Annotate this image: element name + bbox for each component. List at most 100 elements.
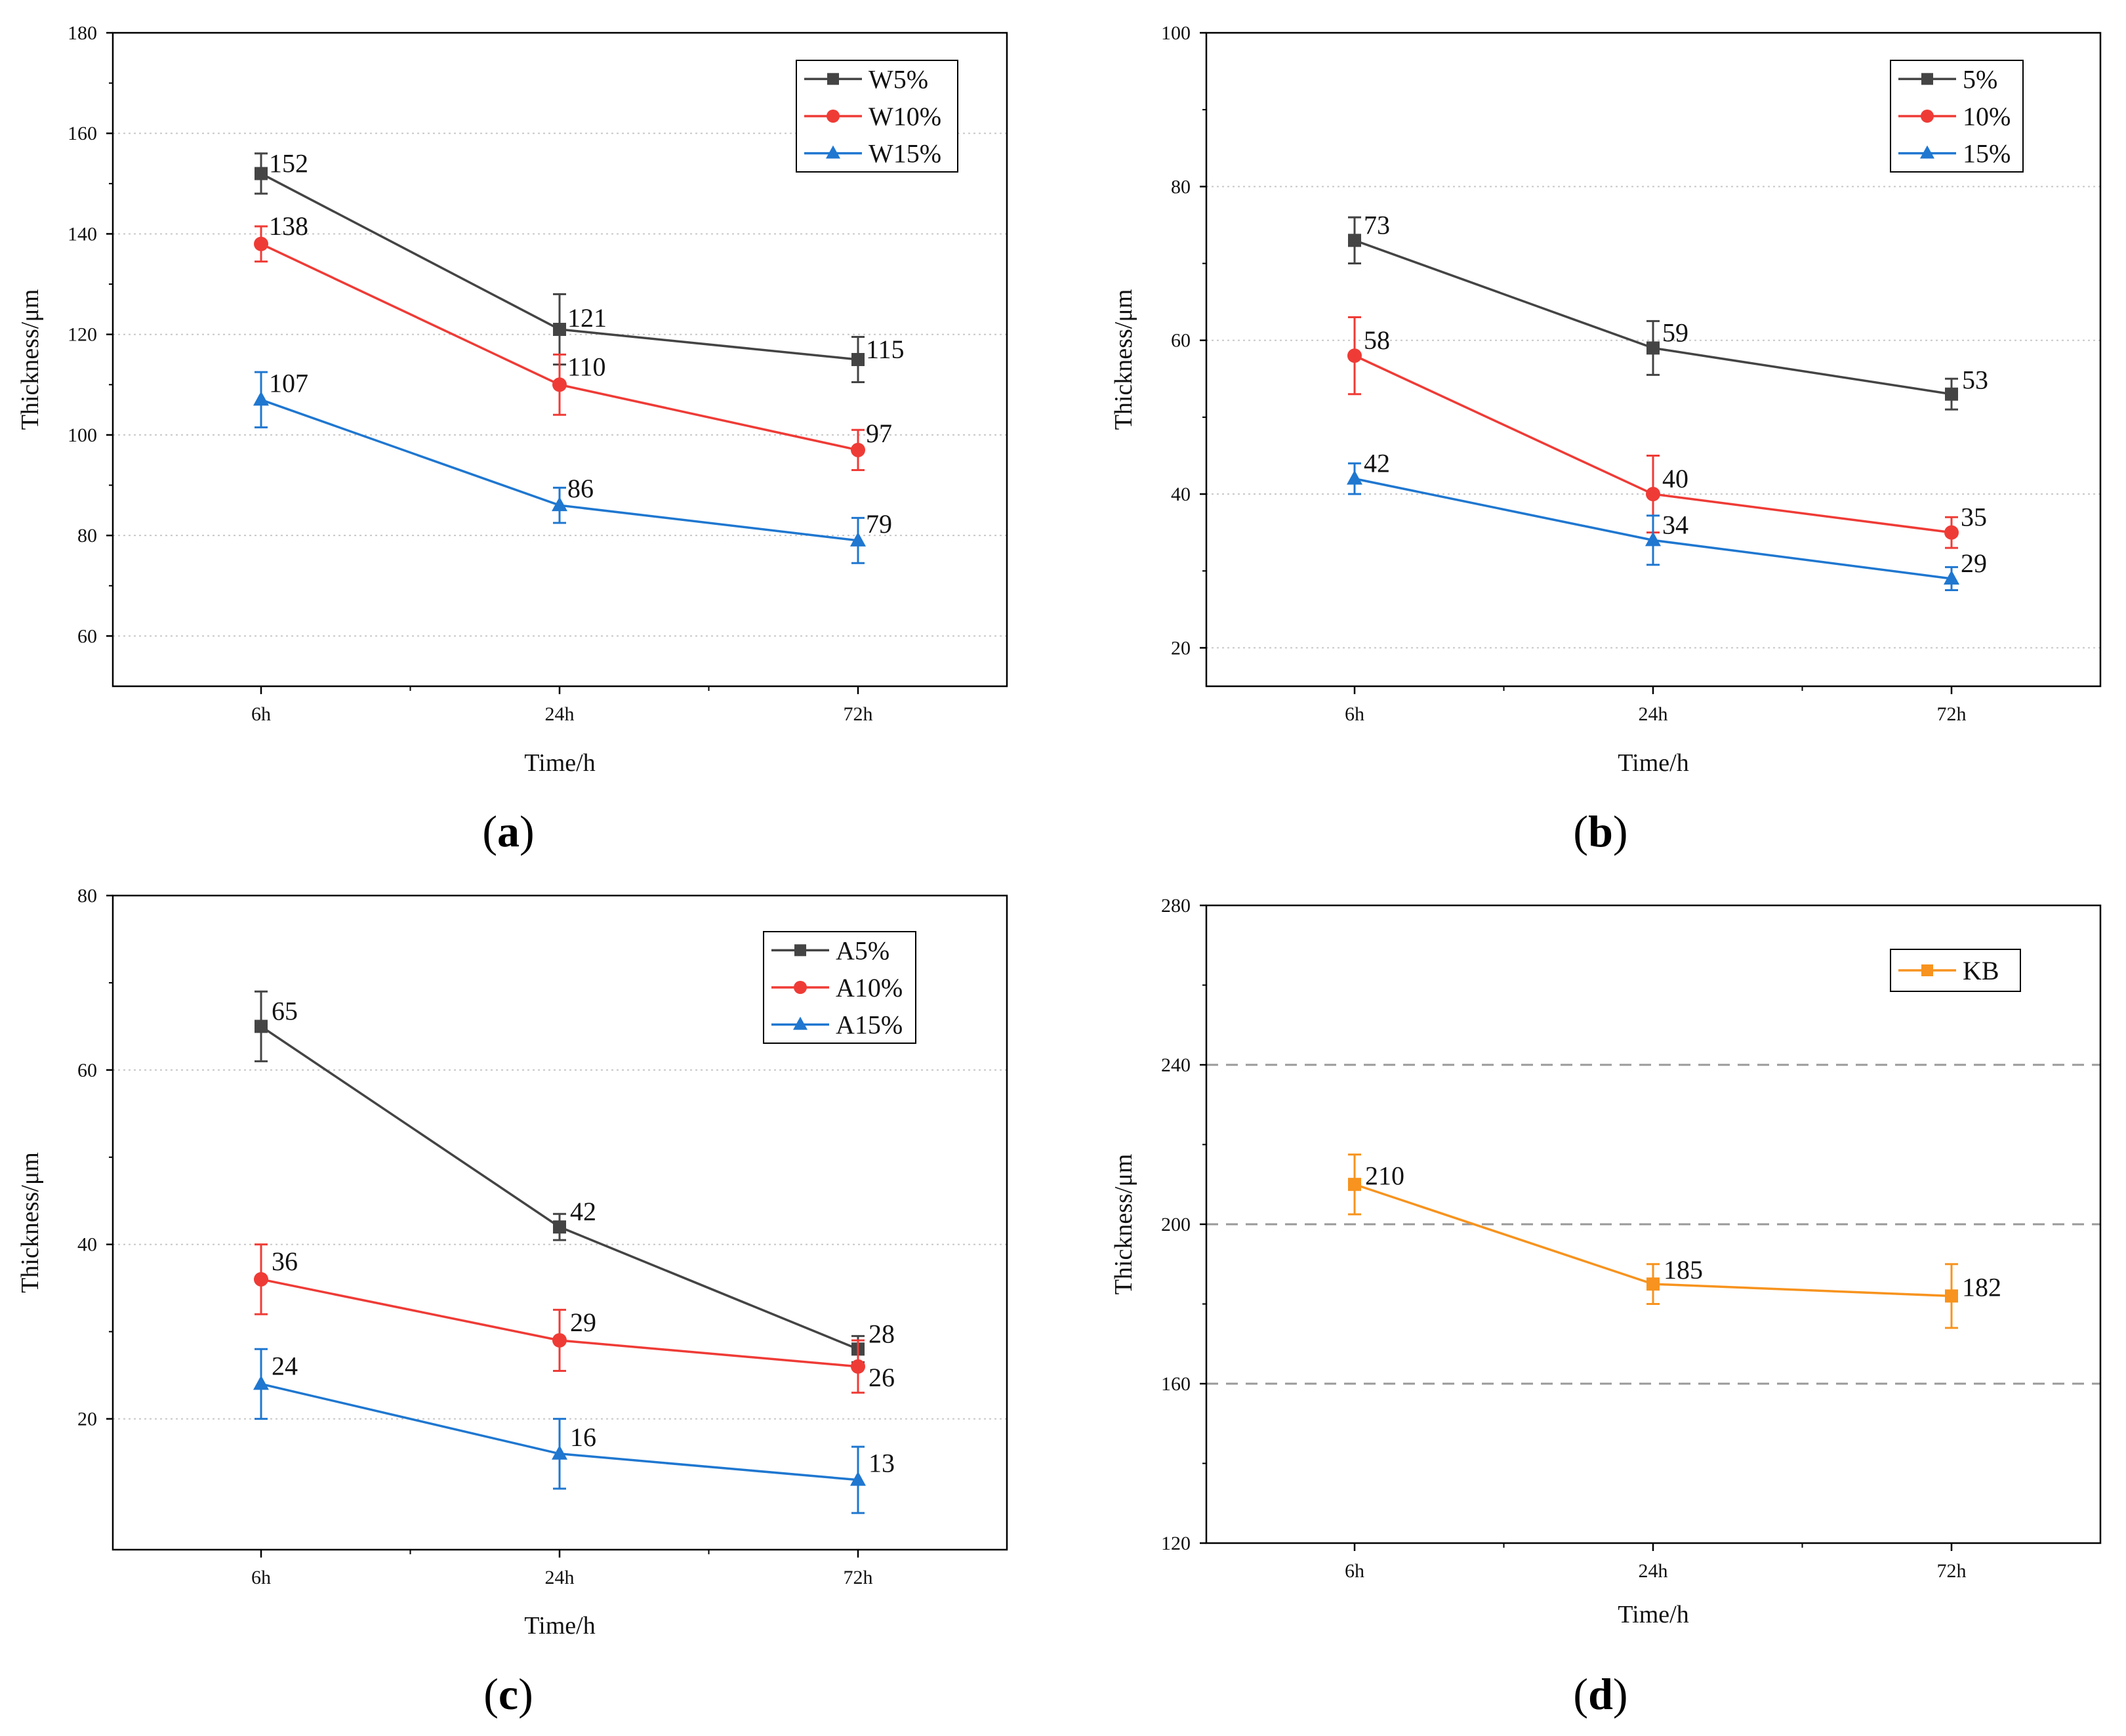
y-tick-label: 100 (68, 424, 97, 446)
data-label: 29 (570, 1308, 596, 1337)
data-label: 107 (269, 368, 308, 398)
data-point (552, 1333, 567, 1348)
data-point (851, 1359, 865, 1374)
y-axis-title: Thickness/μm (16, 1152, 44, 1293)
data-point (255, 167, 268, 180)
legend-label: A10% (836, 973, 903, 1002)
y-tick-label: 20 (1171, 637, 1191, 659)
legend-label: W5% (869, 64, 928, 94)
y-axis-title: Thickness/μm (1110, 289, 1137, 430)
data-label: 29 (1961, 548, 1987, 578)
y-tick-label: 80 (1171, 176, 1191, 197)
data-point (851, 442, 865, 457)
y-tick-label: 140 (68, 223, 97, 245)
data-point (553, 323, 566, 337)
data-point (253, 1375, 269, 1390)
legend: A5% A10% A15% (763, 931, 916, 1044)
legend-label: A5% (836, 936, 889, 965)
data-label: 53 (1962, 365, 1988, 395)
y-tick-label: 60 (77, 625, 97, 647)
series-W15%: 107 86 79 (253, 368, 892, 564)
legend-label: 10% (1963, 102, 2011, 131)
data-label: 35 (1961, 503, 1987, 532)
x-tick-label: 6h (1345, 1560, 1364, 1582)
y-tick-label: 280 (1161, 895, 1191, 917)
x-tick-label: 72h (1937, 1560, 1967, 1582)
legend-marker (827, 110, 840, 123)
data-label: 42 (570, 1197, 596, 1226)
legend-label: A15% (836, 1010, 903, 1040)
chart-panel-c: 20 40 60 80 6h 24h 72h Time/h Thickness/μm 65 42 28… (16, 885, 1008, 1719)
chart-panel-d: 120 160 200 240 280 6h 24h 72h Time/h Thickness/μ… (1110, 895, 2102, 1719)
panel-label: (a) (482, 806, 534, 856)
legend: 5% 10% 15% (1890, 60, 2024, 173)
series-15%: 42 34 29 (1347, 449, 1987, 592)
y-tick-label: 240 (1161, 1054, 1191, 1076)
data-point (552, 1445, 567, 1460)
y-tick-label: 40 (1171, 484, 1191, 505)
legend-marker (827, 73, 839, 85)
series-A10%: 36 29 26 (254, 1243, 895, 1394)
data-point (254, 236, 268, 251)
data-label: 110 (567, 352, 606, 381)
data-label: 13 (869, 1449, 895, 1478)
legend-marker (1921, 964, 1933, 976)
data-point (1944, 569, 1959, 585)
data-label: 210 (1365, 1161, 1404, 1190)
series-KB: 210 185 182 (1348, 1153, 2001, 1329)
legend-label: W10% (869, 102, 941, 131)
legend-label: 15% (1963, 139, 2011, 169)
series-10%: 58 40 35 (1347, 316, 1987, 549)
y-tick-label: 80 (77, 525, 97, 547)
y-tick-label: 180 (68, 22, 97, 44)
legend: KB (1890, 949, 2021, 992)
data-label: 185 (1664, 1255, 1703, 1285)
x-axis-title: Time/h (524, 1612, 595, 1640)
series-5%: 73 59 53 (1348, 210, 1988, 411)
series-line (260, 1025, 859, 1350)
x-axis-title: Time/h (524, 749, 595, 777)
data-point (1347, 470, 1362, 485)
data-point (1347, 348, 1362, 363)
y-tick-label: 60 (77, 1060, 97, 1081)
data-point (1348, 1178, 1361, 1191)
data-label: 182 (1962, 1272, 2001, 1302)
legend-label: KB (1963, 956, 1999, 985)
data-label: 79 (866, 509, 892, 539)
x-tick-label: 6h (1345, 703, 1364, 725)
x-axis-title: Time/h (1618, 749, 1688, 777)
data-point (850, 1471, 866, 1486)
data-label: 28 (869, 1319, 895, 1348)
legend-marker (793, 1016, 807, 1030)
x-tick-label: 24h (545, 703, 575, 725)
data-point (1646, 341, 1660, 355)
y-axis-title: Thickness/μm (1110, 1154, 1137, 1295)
x-tick-label: 72h (844, 703, 873, 725)
y-tick-label: 120 (68, 324, 97, 346)
legend-marker (794, 981, 807, 994)
legend: W5% W10% W15% (796, 60, 958, 173)
y-tick-label: 160 (68, 123, 97, 144)
y-tick-label: 80 (77, 885, 97, 907)
data-label: 86 (567, 474, 594, 503)
data-point (552, 377, 567, 392)
legend-marker (1921, 110, 1934, 123)
data-label: 36 (272, 1247, 298, 1276)
chart-panel-b: 20 40 60 80 100 6h 24h 72h Time/h Thickness/μm 73 5… (1110, 22, 2102, 856)
data-point (850, 531, 866, 547)
y-tick-label: 60 (1171, 330, 1191, 352)
x-tick-label: 72h (844, 1567, 873, 1588)
y-tick-label: 100 (1161, 22, 1191, 44)
y-tick-label: 20 (77, 1409, 97, 1430)
data-point (1646, 487, 1660, 502)
legend-marker (1921, 73, 1933, 85)
series-W5%: 152 121 115 (255, 149, 905, 383)
data-point (1646, 1277, 1660, 1291)
y-tick-label: 120 (1161, 1533, 1191, 1554)
data-point (552, 497, 567, 512)
data-point (253, 391, 269, 406)
legend-label: W15% (869, 139, 941, 169)
panel-label: (d) (1573, 1669, 1627, 1719)
data-label: 138 (269, 211, 308, 241)
